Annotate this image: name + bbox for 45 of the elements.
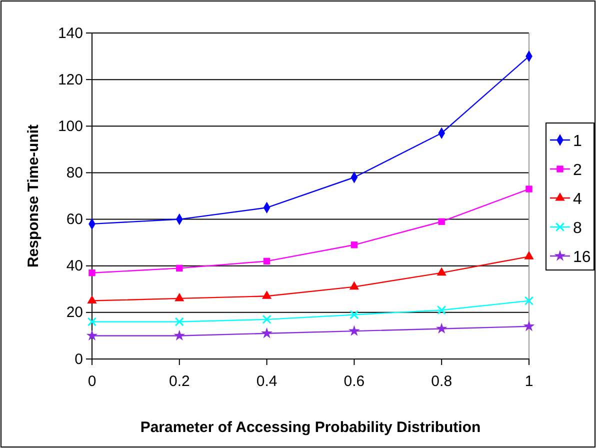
point xyxy=(263,258,270,265)
y-tick-label: 0 xyxy=(74,350,83,368)
x-tick-label: 0 xyxy=(88,373,96,390)
y-axis-title: Response Time-unit xyxy=(25,124,42,268)
point xyxy=(261,327,272,338)
point xyxy=(86,330,98,341)
y-tick-label: 140 xyxy=(58,24,83,42)
y-tick-label: 20 xyxy=(66,304,83,322)
point xyxy=(350,310,359,320)
point xyxy=(262,314,272,324)
point xyxy=(438,218,445,225)
point xyxy=(88,269,96,276)
point xyxy=(87,317,97,326)
point xyxy=(436,267,446,276)
legend-label: 2 xyxy=(573,162,582,179)
point xyxy=(436,322,448,334)
legend-label: 4 xyxy=(573,191,582,208)
point xyxy=(348,325,360,336)
point xyxy=(176,264,183,272)
point xyxy=(437,306,446,315)
x-tick-label: 1 xyxy=(524,373,534,390)
point xyxy=(349,281,360,290)
legend-label: 1 xyxy=(573,133,582,150)
legend-label: 16 xyxy=(573,249,591,266)
point xyxy=(87,295,97,304)
point xyxy=(524,250,534,260)
point xyxy=(524,296,534,306)
point xyxy=(174,330,186,341)
point xyxy=(523,320,535,332)
y-tick-label: 40 xyxy=(66,258,83,275)
x-tick-label: 0.4 xyxy=(256,373,278,390)
point xyxy=(526,186,532,192)
x-tick-label: 0.6 xyxy=(344,373,365,390)
x-tick-label: 0.8 xyxy=(431,373,452,390)
y-tick-label: 80 xyxy=(66,164,83,182)
y-tick-label: 60 xyxy=(66,211,83,228)
point xyxy=(174,317,184,326)
legend-label: 8 xyxy=(573,220,582,237)
y-tick-label: 100 xyxy=(58,118,83,135)
x-tick-label: 0.2 xyxy=(168,373,190,390)
point xyxy=(174,292,184,302)
point xyxy=(350,242,358,248)
x-axis-title: Parameter of Accessing Probability Distribution xyxy=(140,419,481,436)
point xyxy=(262,290,272,299)
y-tick-label: 120 xyxy=(58,71,83,88)
